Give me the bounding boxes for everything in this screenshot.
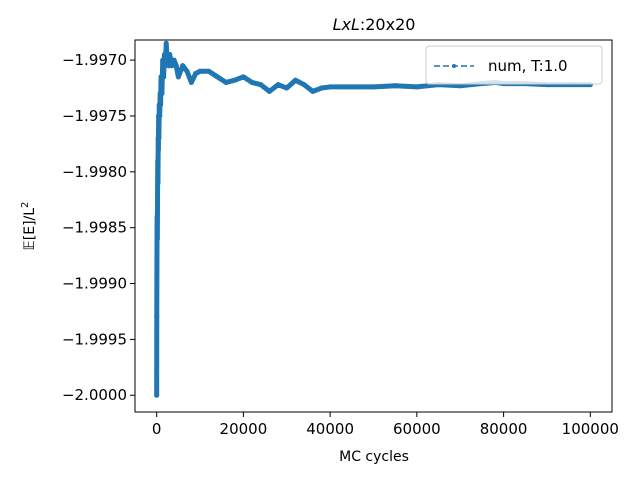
y-tick-label: −1.9975 [62, 107, 127, 125]
y-axis-title-main: 𝔼[E]/L [22, 208, 38, 251]
data-point [173, 63, 179, 69]
data-point [318, 85, 324, 91]
series-line [155, 43, 591, 396]
x-tick-label: 100000 [562, 420, 619, 438]
data-point [232, 77, 238, 83]
data-point [155, 146, 161, 152]
data-point [171, 57, 177, 63]
x-tick-label: 80000 [480, 420, 528, 438]
legend-box [425, 45, 603, 85]
y-tick-label: −2.0000 [62, 386, 127, 404]
data-point [249, 79, 255, 85]
data-point [180, 63, 186, 69]
y-tick-label: −1.9990 [62, 275, 127, 293]
data-point [155, 158, 161, 164]
data-point [197, 68, 203, 74]
y-tick-label: −1.9970 [62, 51, 127, 69]
x-axis-title: MC cycles [339, 449, 409, 465]
data-point [154, 392, 160, 398]
data-point [414, 84, 420, 90]
chart-title: LxL:20x20 [333, 15, 416, 34]
y-axis: −2.0000 −1.9995 −1.9990 −1.9985 −1.9980 −1.99… [62, 51, 135, 404]
data-point [156, 135, 162, 141]
data-point [327, 84, 333, 90]
data-point [258, 82, 264, 88]
x-tick-label: 0 [152, 420, 162, 438]
data-point [167, 52, 173, 58]
y-axis-title-superscript: 2 [20, 202, 31, 208]
axes-frame [134, 39, 613, 413]
data-point [240, 74, 246, 80]
data-point [159, 91, 165, 97]
data-point [310, 88, 316, 94]
legend-entry-label: num, T:1.0 [488, 57, 568, 75]
data-point [188, 79, 194, 85]
data-point [301, 82, 307, 88]
data-point [160, 57, 166, 63]
data-point [214, 74, 220, 80]
data-point [161, 74, 167, 80]
data-point [266, 88, 272, 94]
legend: num, T:1.0 [425, 45, 603, 85]
x-axis: 0 20000 40000 60000 80000 100000 [152, 412, 619, 438]
data-point [223, 79, 229, 85]
data-point [457, 83, 463, 89]
data-point [155, 191, 161, 197]
data-point [155, 180, 161, 186]
data-point [392, 83, 398, 89]
data-point [193, 71, 199, 77]
data-point [154, 214, 160, 220]
data-point [154, 269, 160, 275]
data-point [164, 57, 170, 63]
data-point [184, 68, 190, 74]
data-point [154, 314, 160, 320]
legend-marker [452, 64, 456, 68]
data-point [169, 63, 175, 69]
data-point [161, 52, 167, 58]
data-point [162, 63, 168, 69]
data-point [206, 68, 212, 74]
x-tick-label: 60000 [393, 420, 441, 438]
data-point [175, 74, 181, 80]
x-tick-label: 40000 [306, 420, 354, 438]
data-point [154, 236, 160, 242]
y-tick-label: −1.9980 [62, 163, 127, 181]
data-point [284, 85, 290, 91]
data-point [292, 77, 298, 83]
x-tick-label: 20000 [220, 420, 268, 438]
y-axis-title: 𝔼[E]/L2 [20, 202, 38, 251]
y-tick-label: −1.9985 [62, 219, 127, 237]
data-point [163, 40, 169, 46]
chart-title-rest: :20x20 [360, 15, 416, 34]
data-point [275, 82, 281, 88]
data-point [349, 84, 355, 90]
data-point [158, 102, 164, 108]
y-tick-label: −1.9995 [62, 330, 127, 348]
chart-title-italic: LxL [333, 15, 360, 34]
data-point [371, 84, 376, 90]
data-point [157, 113, 163, 119]
